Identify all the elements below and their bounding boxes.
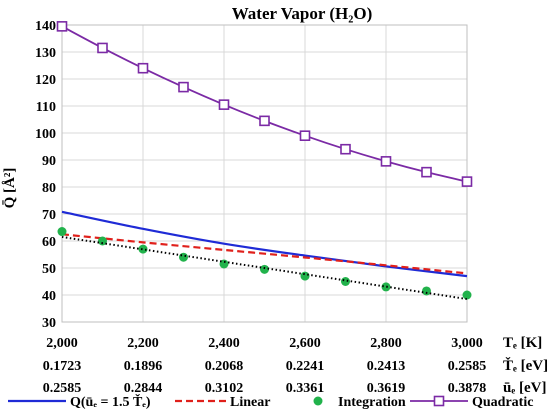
y-tick-label: 80 xyxy=(42,181,56,196)
x-tick-label: 0.2844 xyxy=(124,381,163,396)
quadratic-point xyxy=(178,81,189,93)
y-tick-label: 60 xyxy=(42,235,56,250)
integration-point xyxy=(381,282,391,292)
x-axis-rows: 2,000 2,200 2,400 2,600 2,800 3,000 Tₑ [K] 0.17… xyxy=(43,335,548,396)
y-tick-label: 90 xyxy=(42,154,56,169)
quadratic-point xyxy=(97,42,108,54)
x-tick-label: 0.2585 xyxy=(448,359,487,374)
legend-label: Integration xyxy=(338,395,406,410)
y-tick-label: 30 xyxy=(42,316,56,331)
plot-frame xyxy=(61,24,468,323)
x-axis-label: ūₑ [eV] xyxy=(503,380,546,396)
x-axis-label: Tₑ [K] xyxy=(503,335,542,351)
x-tick-label: 0.3619 xyxy=(367,381,406,396)
y-tick-label: 130 xyxy=(35,46,56,61)
legend-label: Linear xyxy=(230,395,270,410)
legend-swatch-square xyxy=(433,395,445,407)
y-tick-label: 70 xyxy=(42,208,56,223)
quadratic-point xyxy=(421,166,432,178)
gridlines xyxy=(62,25,467,322)
integration-point xyxy=(462,290,472,300)
x-tick-label: 3,000 xyxy=(451,336,483,351)
y-tick-label: 140 xyxy=(35,19,56,34)
quadratic-point xyxy=(299,130,311,141)
q-exact-line xyxy=(61,210,468,278)
x-tick-label: 2,400 xyxy=(208,336,240,351)
y-tick-label: 110 xyxy=(36,100,56,115)
x-tick-label: 2,000 xyxy=(46,336,78,351)
x-tick-label: 0.1723 xyxy=(43,359,82,374)
linear-line xyxy=(61,233,468,275)
x-tick-label: 0.3102 xyxy=(205,381,244,396)
integration-point xyxy=(179,252,188,262)
x-tick-label: 2,600 xyxy=(289,336,321,351)
integration-point xyxy=(57,227,67,237)
integration-point xyxy=(300,271,310,281)
quadratic-point xyxy=(56,21,68,32)
quadratic-point xyxy=(218,99,230,110)
integration-point xyxy=(138,244,148,254)
legend: Q(ūₑ = 1.5 Ťₑ) Linear Integration Quadratic xyxy=(8,393,533,410)
quadratic-point xyxy=(137,62,149,74)
legend-label: Quadratic xyxy=(472,395,533,410)
integration-point xyxy=(260,264,269,274)
integration-trendline xyxy=(61,235,468,301)
x-tick-label: 0.2413 xyxy=(367,359,406,374)
quadratic-point xyxy=(461,176,473,187)
x-axis-label: Ťₑ [eV] xyxy=(503,357,548,374)
quadratic-line xyxy=(61,25,468,183)
x-tick-label: 0.3878 xyxy=(448,381,487,396)
y-tick-label: 120 xyxy=(35,73,56,88)
x-tick-label: 0.1896 xyxy=(124,359,163,374)
quadratic-point xyxy=(259,115,270,127)
y-tick-label: 40 xyxy=(42,289,56,304)
quadratic-point xyxy=(340,143,351,155)
y-tick-labels: 30 40 50 60 70 80 90 100 110 120 130 140 xyxy=(35,19,56,331)
x-tick-label: 0.2241 xyxy=(286,359,325,374)
y-tick-label: 100 xyxy=(35,127,56,142)
y-tick-label: 50 xyxy=(42,262,56,277)
integration-point xyxy=(422,286,431,296)
x-tick-label: 0.2585 xyxy=(43,381,82,396)
plot-area-border xyxy=(61,24,468,323)
legend-swatch-dot xyxy=(313,396,323,406)
quadratic-point xyxy=(380,156,392,167)
legend-label: Q(ūₑ = 1.5 Ťₑ) xyxy=(70,393,151,410)
chart-title: Water Vapor (H₂O) xyxy=(232,4,372,23)
x-tick-label: 2,800 xyxy=(370,336,402,351)
series-layer xyxy=(56,21,473,301)
x-tick-label: 2,200 xyxy=(127,336,159,351)
integration-point xyxy=(341,277,350,286)
x-tick-label: 0.3361 xyxy=(286,381,325,396)
y-axis-label: Q̄ [Å²] xyxy=(2,168,18,209)
x-tick-label: 0.2068 xyxy=(205,359,244,374)
integration-point xyxy=(98,236,107,246)
integration-point xyxy=(219,259,229,269)
